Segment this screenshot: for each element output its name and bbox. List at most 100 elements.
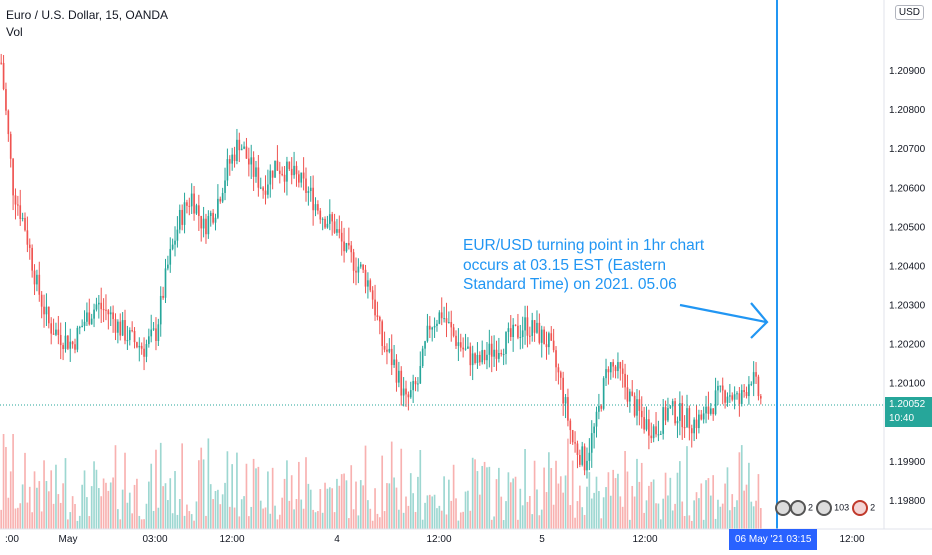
candle-body	[212, 212, 214, 223]
candle-body	[138, 345, 141, 348]
flag-icon[interactable]	[851, 500, 868, 516]
volume-bar	[259, 500, 262, 529]
candle-body	[236, 139, 238, 162]
candle-body	[55, 329, 57, 335]
volume-bar	[333, 512, 336, 529]
volume-bar	[419, 450, 422, 529]
candle-body	[26, 230, 29, 245]
candle-body	[590, 433, 593, 453]
candle-body	[74, 344, 76, 350]
x-tick-label: 12:00	[426, 534, 451, 545]
volume-bar	[200, 447, 203, 529]
volume-bar	[226, 451, 229, 529]
candle-body	[533, 320, 536, 333]
volume-bar	[548, 452, 550, 529]
volume-bar	[398, 509, 400, 529]
volume-bar	[474, 459, 476, 529]
volume-bar	[328, 487, 331, 529]
x-tick-label: 03:00	[142, 534, 167, 545]
volume-bar	[571, 460, 574, 529]
volume-bar	[231, 464, 234, 529]
flag-icon[interactable]	[775, 500, 791, 516]
candle-body	[717, 385, 719, 391]
flag-icon[interactable]	[789, 500, 806, 516]
symbol-title[interactable]: Euro / U.S. Dollar, 15, OANDA	[6, 8, 169, 22]
candle-body	[67, 335, 69, 349]
candle-body	[405, 388, 407, 395]
volume-bar	[188, 511, 191, 529]
candle-body	[559, 372, 562, 378]
currency-badge[interactable]: USD	[894, 5, 924, 20]
volume-bar	[95, 469, 98, 529]
volume-bar	[390, 441, 393, 529]
volume-bar	[550, 467, 553, 529]
volume-bar	[314, 512, 317, 529]
volume-bar	[633, 496, 636, 529]
candle-body	[88, 312, 91, 325]
volume-bar	[374, 488, 376, 529]
volume-bar	[326, 488, 329, 529]
volume-bar	[240, 499, 243, 529]
volume-bar	[24, 452, 26, 529]
candle-body	[59, 334, 62, 346]
candle-body	[474, 353, 476, 363]
volume-bar	[481, 465, 484, 529]
candle-body	[259, 187, 262, 189]
candle-body	[729, 395, 731, 397]
candle-body	[402, 388, 405, 396]
candle-body	[659, 433, 662, 435]
candle-body	[469, 346, 472, 366]
candle-body	[583, 446, 586, 471]
volume-bar	[59, 502, 62, 529]
volume-bar	[274, 505, 276, 529]
candle-body	[350, 245, 353, 253]
candle-body	[376, 315, 379, 317]
candle-body	[448, 321, 450, 323]
candle-body	[667, 408, 669, 421]
volume-bar	[671, 510, 674, 529]
candle-body	[198, 205, 200, 216]
candle-body	[357, 266, 360, 273]
candle-body	[464, 348, 467, 350]
volume-bar	[533, 460, 536, 529]
event-count-c: 2	[870, 502, 876, 513]
volume-bar	[495, 479, 498, 529]
candle-body	[567, 397, 569, 421]
volume-bar	[136, 478, 138, 529]
volume-bar	[617, 473, 619, 529]
candle-body	[102, 309, 105, 311]
volume-bar	[719, 506, 722, 529]
volume-bar	[167, 500, 169, 529]
volume-bar	[583, 514, 586, 529]
volume-bar	[507, 472, 510, 529]
volume-indicator-label[interactable]: Vol	[6, 25, 23, 39]
volume-bar	[114, 445, 117, 529]
volume-bar	[283, 478, 286, 529]
volume-bar	[640, 462, 643, 529]
candle-body	[671, 401, 674, 407]
volume-bar	[683, 515, 686, 529]
event-markers[interactable]: 2 103 2	[775, 500, 875, 516]
volume-bar	[681, 501, 684, 529]
flag-icon[interactable]	[815, 500, 832, 516]
candle-body	[362, 264, 364, 270]
volume-bar	[717, 499, 719, 529]
candle-body	[331, 214, 334, 222]
volume-bar	[688, 515, 691, 529]
candle-body	[593, 426, 595, 434]
candle-body	[478, 354, 481, 363]
volume-bar	[281, 497, 284, 529]
candle-body	[526, 317, 529, 336]
x-tick-label: May	[59, 534, 78, 545]
volume-bar	[88, 516, 91, 529]
volume-bar	[267, 471, 269, 529]
candle-body	[752, 372, 755, 384]
candle-body	[602, 378, 605, 409]
volume-bar	[138, 515, 141, 529]
candle-body	[40, 294, 43, 307]
candle-body	[119, 321, 122, 336]
annotation-text[interactable]: EUR/USD turning point in 1hr chart occur…	[463, 237, 705, 293]
candle-body	[679, 403, 681, 421]
